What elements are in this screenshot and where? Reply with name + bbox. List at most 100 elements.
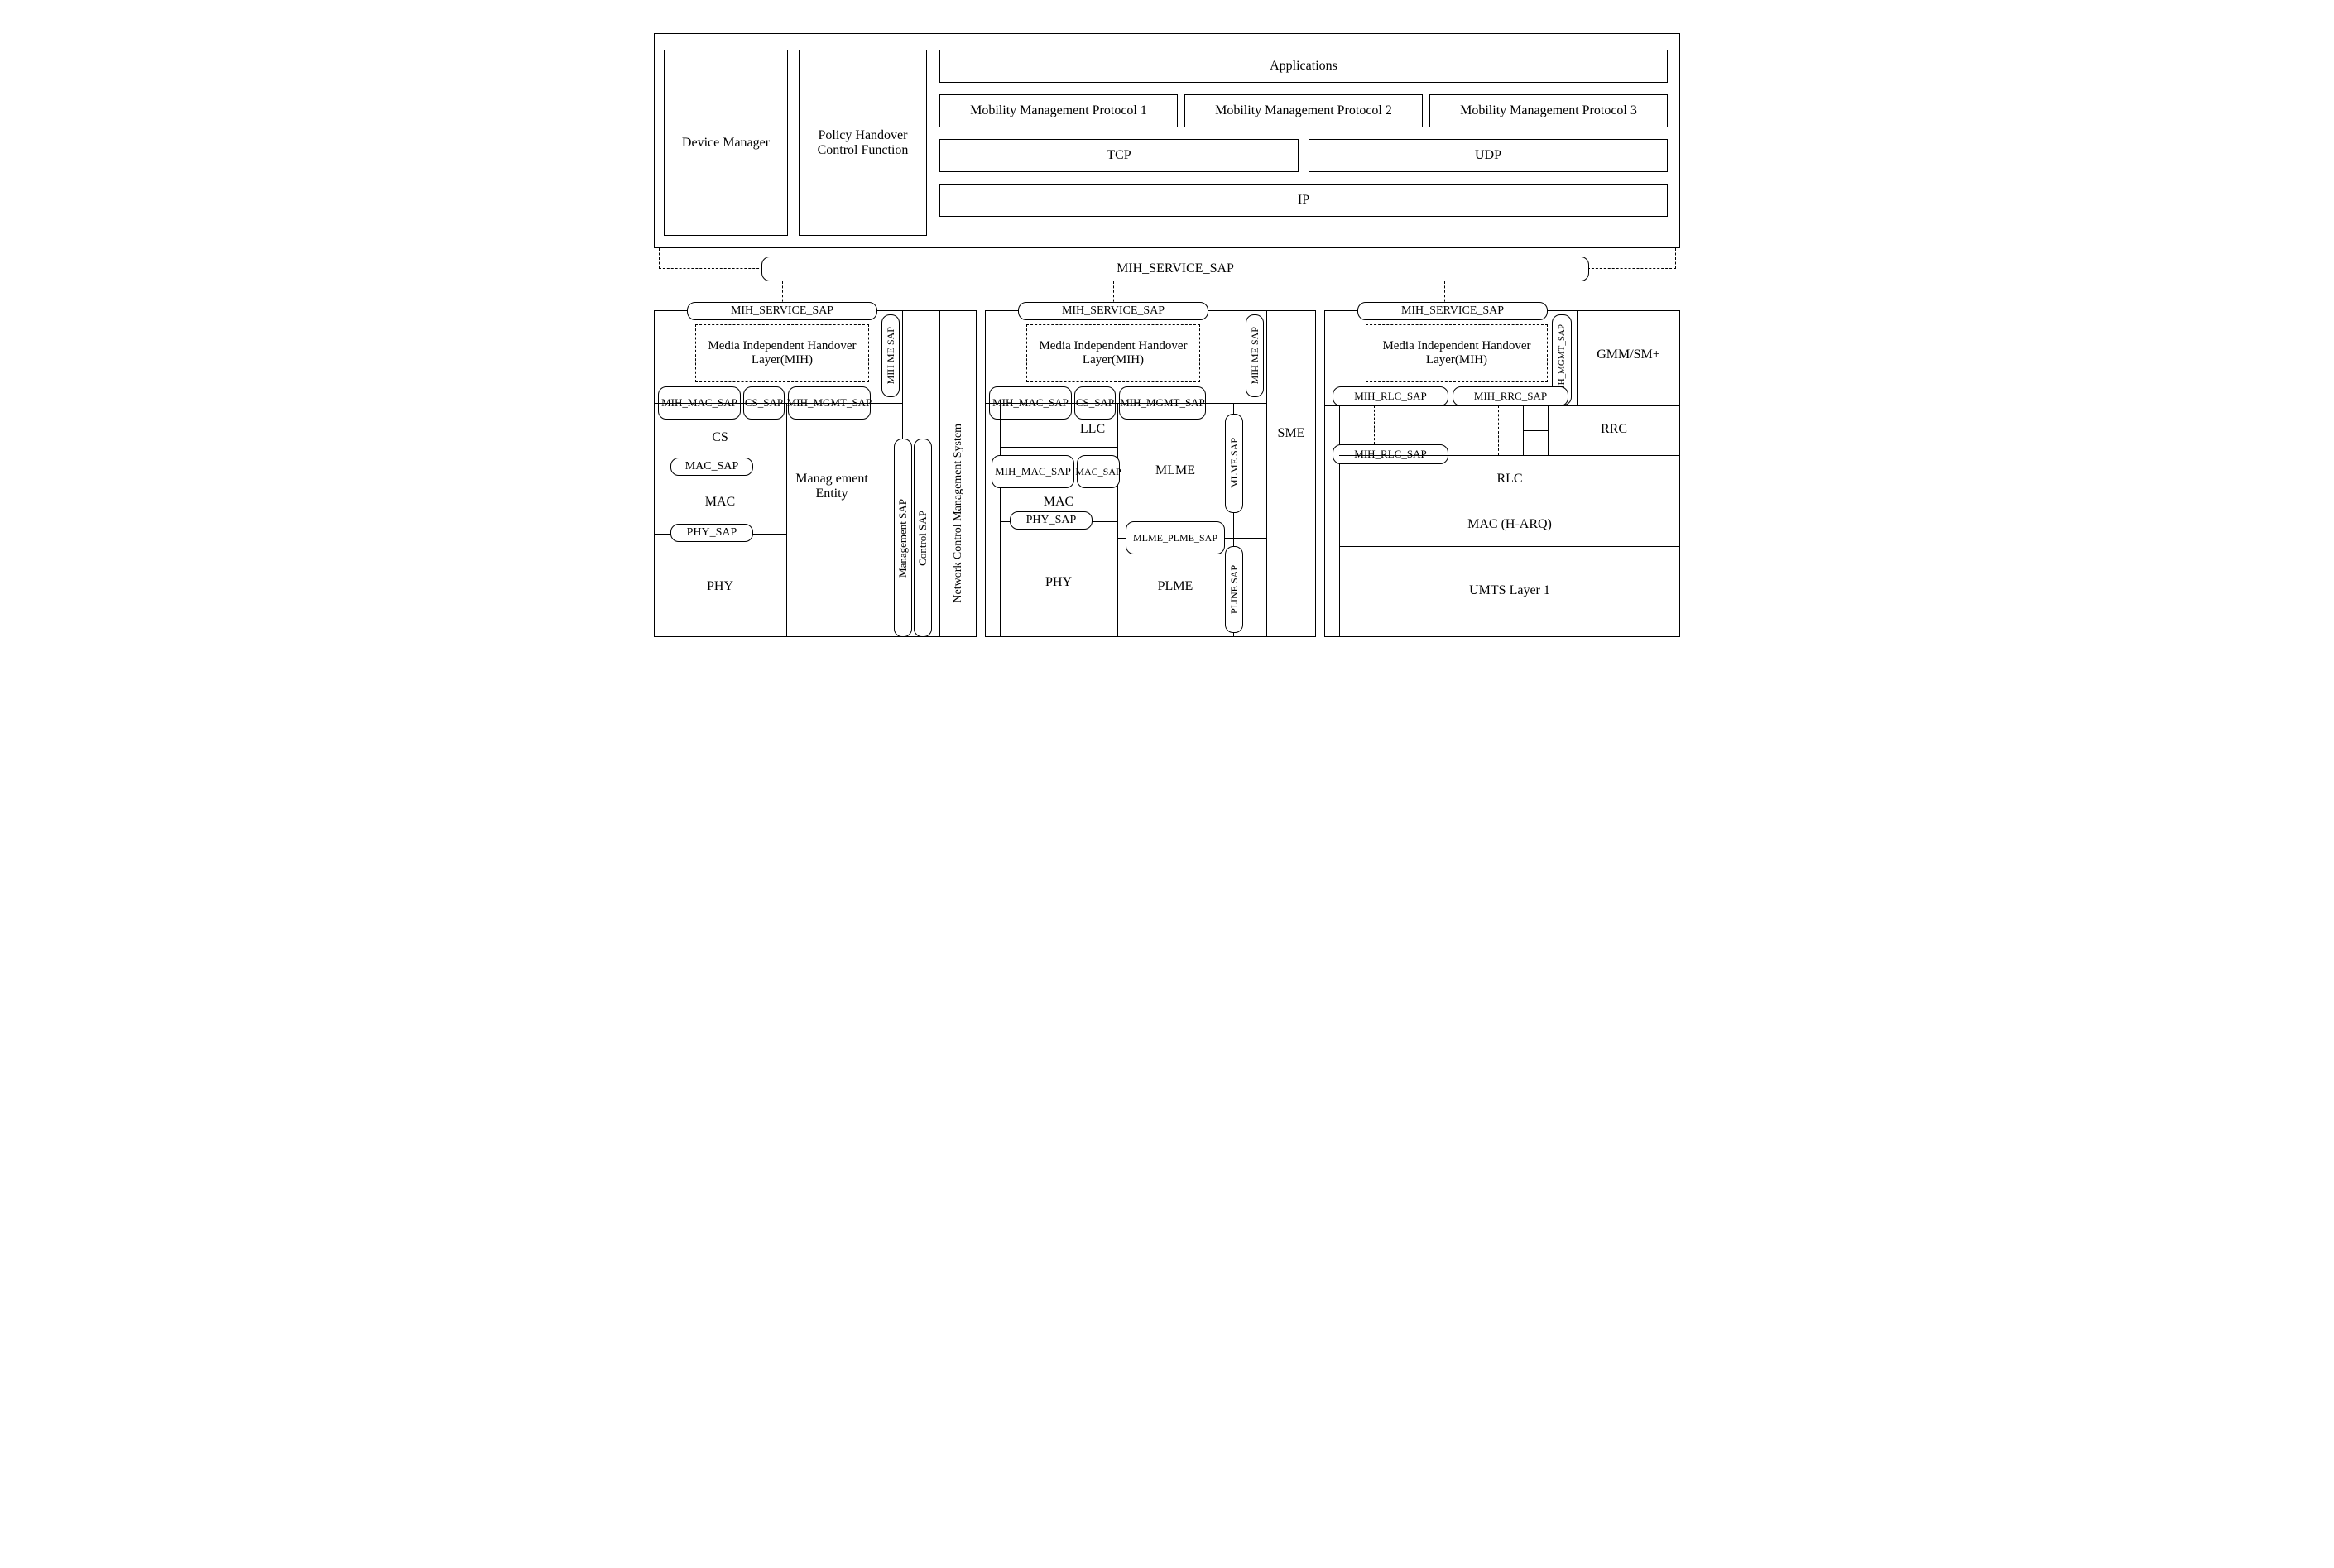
s3-row-top: [1324, 405, 1680, 406]
s1-mac: MAC: [654, 495, 786, 510]
s3-rrc: RRC: [1548, 422, 1680, 437]
dash-top-right: [1675, 248, 1676, 269]
s3-mih-service-sap: MIH_SERVICE_SAP: [1357, 302, 1548, 320]
mmp2-label: Mobility Management Protocol 2: [1215, 103, 1392, 118]
s2-pline-sap: PLINE SAP: [1225, 546, 1243, 633]
s1-phy-label: PHY: [707, 579, 733, 593]
policy-handover-label: Policy Handover Control Function: [806, 128, 920, 158]
s3-mih-layer: Media Independent Handover Layer(MIH): [1366, 324, 1548, 382]
applications-label: Applications: [1270, 59, 1337, 74]
applications-box: Applications: [939, 50, 1668, 83]
ip-label: IP: [1298, 193, 1309, 208]
s1-mih-me-sap: MIH ME SAP: [881, 314, 900, 397]
s3-gmm-label: GMM/SM+: [1597, 348, 1660, 362]
s3-mih-rrc-sap: MIH_RRC_SAP: [1453, 386, 1568, 406]
s2-mih-me-sap-label: MIH ME SAP: [1249, 327, 1261, 384]
s3-mih-rlc-sap2-label: MIH_RLC_SAP: [1354, 448, 1426, 461]
udp-box: UDP: [1309, 139, 1668, 172]
s3-mih-rlc-sap2: MIH_RLC_SAP: [1333, 444, 1448, 464]
s3-mih-layer-label: Media Independent Handover Layer(MIH): [1370, 339, 1544, 367]
s3-gmm-vdiv: [1577, 310, 1578, 405]
s3-rlc: RLC: [1339, 472, 1680, 487]
s2-mlme-plme-sap: MLME_PLME_SAP: [1126, 521, 1225, 554]
ip-box: IP: [939, 184, 1668, 217]
s1-phy-sap: PHY_SAP: [670, 524, 753, 542]
tcp-label: TCP: [1107, 148, 1131, 163]
s2-mlme-sap: MLME SAP: [1225, 414, 1243, 513]
s1-phy-sap-label: PHY_SAP: [687, 526, 737, 539]
s2-leftcol-v: [1000, 403, 1001, 637]
s3-row-rlc: [1339, 455, 1680, 456]
s3-dash2: [1498, 405, 1499, 455]
dash-top-left-h: [659, 268, 763, 269]
s2-phy-label: PHY: [1045, 575, 1072, 589]
s1-cs: CS: [654, 430, 786, 445]
s2-col1-top: [985, 403, 1117, 404]
s1-mih-layer: Media Independent Handover Layer(MIH): [695, 324, 869, 382]
s2-phy-sap-label: PHY_SAP: [1026, 514, 1077, 527]
s3-mih-rrc-sap-label: MIH_RRC_SAP: [1474, 390, 1547, 403]
s1-control-sap-label: Control SAP: [916, 511, 929, 566]
s2-mac-label: MAC: [1044, 495, 1073, 509]
device-manager-box: Device Manager: [664, 50, 788, 236]
s1-cs-label: CS: [712, 430, 728, 444]
s3-row-phy: [1339, 546, 1680, 547]
s3-mih-service-sap-label: MIH_SERVICE_SAP: [1401, 304, 1504, 318]
s3-rrc-conn-h: [1523, 430, 1548, 431]
s2-mih-layer: Media Independent Handover Layer(MIH): [1026, 324, 1200, 382]
mmp3-box: Mobility Management Protocol 3: [1429, 94, 1668, 127]
s3-mac-harq: MAC (H-ARQ): [1339, 517, 1680, 532]
s2-mlme-sap-label: MLME SAP: [1228, 438, 1241, 488]
s2-phy-sap: PHY_SAP: [1010, 511, 1093, 530]
s2-phy: PHY: [1000, 575, 1117, 590]
s1-control-sap: Control SAP: [914, 439, 932, 637]
s1-ncms-label: Network Control Management System: [952, 424, 965, 603]
s2-llc: LLC: [1068, 422, 1117, 437]
s3-mih-mgmt-sap-label: MIH_MGMT_SAP: [1557, 324, 1567, 396]
main-mih-service-sap: MIH_SERVICE_SAP: [761, 257, 1589, 281]
s2-llc-label: LLC: [1080, 422, 1105, 436]
policy-handover-box: Policy Handover Control Function: [799, 50, 927, 236]
s2-rightcol-top: [1233, 403, 1266, 404]
s2-plme: PLME: [1117, 579, 1233, 594]
s3-umts: UMTS Layer 1: [1339, 583, 1680, 598]
s3-gmm: GMM/SM+: [1581, 348, 1676, 362]
s1-mac-label: MAC: [705, 495, 735, 509]
s2-mlme-plme-sap-label: MLME_PLME_SAP: [1133, 532, 1217, 544]
mmp1-box: Mobility Management Protocol 1: [939, 94, 1178, 127]
dash-top-left: [659, 248, 660, 269]
main-sap-label: MIH_SERVICE_SAP: [1117, 261, 1234, 276]
s2-vdiv-mid: [1117, 403, 1118, 637]
s2-mlme-top: [1117, 403, 1233, 404]
s3-mac-harq-label: MAC (H-ARQ): [1467, 517, 1552, 531]
s2-sme-label: SME: [1278, 426, 1305, 440]
s1-vdiv3: [939, 310, 940, 637]
mmp1-label: Mobility Management Protocol 1: [970, 103, 1147, 118]
s1-vdiv: [786, 403, 787, 637]
s3-dash1: [1374, 405, 1375, 444]
tcp-box: TCP: [939, 139, 1299, 172]
s3-mih-rlc-sap-label: MIH_RLC_SAP: [1354, 390, 1426, 403]
s3-umts-label: UMTS Layer 1: [1469, 583, 1550, 597]
mmp2-box: Mobility Management Protocol 2: [1184, 94, 1423, 127]
s1-mgmt-top: [786, 403, 902, 404]
s1-mac-sap-label: MAC_SAP: [685, 460, 739, 473]
s2-plme-label: PLME: [1158, 579, 1193, 593]
s2-vdiv-sme: [1266, 310, 1267, 637]
s1-mih-service-sap: MIH_SERVICE_SAP: [687, 302, 877, 320]
s2-mlme-label: MLME: [1155, 463, 1195, 477]
s2-mih-me-sap: MIH ME SAP: [1246, 314, 1264, 397]
s3-rlc-label: RLC: [1496, 472, 1522, 486]
s1-col1-top: [654, 403, 786, 404]
dash-top-right-h: [1587, 268, 1676, 269]
s3-rrc-label: RRC: [1601, 422, 1627, 436]
s1-ncms: Network Control Management System: [944, 397, 972, 629]
s2-mih-service-sap-label: MIH_SERVICE_SAP: [1062, 304, 1165, 318]
s2-mac: MAC: [1000, 495, 1117, 510]
s1-phy: PHY: [654, 579, 786, 594]
udp-label: UDP: [1475, 148, 1501, 163]
s1-management-sap-label: Management SAP: [896, 499, 910, 578]
s1-management-sap: Management SAP: [894, 439, 912, 637]
s3-mih-rlc-sap: MIH_RLC_SAP: [1333, 386, 1448, 406]
s1-mih-me-sap-label: MIH ME SAP: [885, 327, 897, 384]
